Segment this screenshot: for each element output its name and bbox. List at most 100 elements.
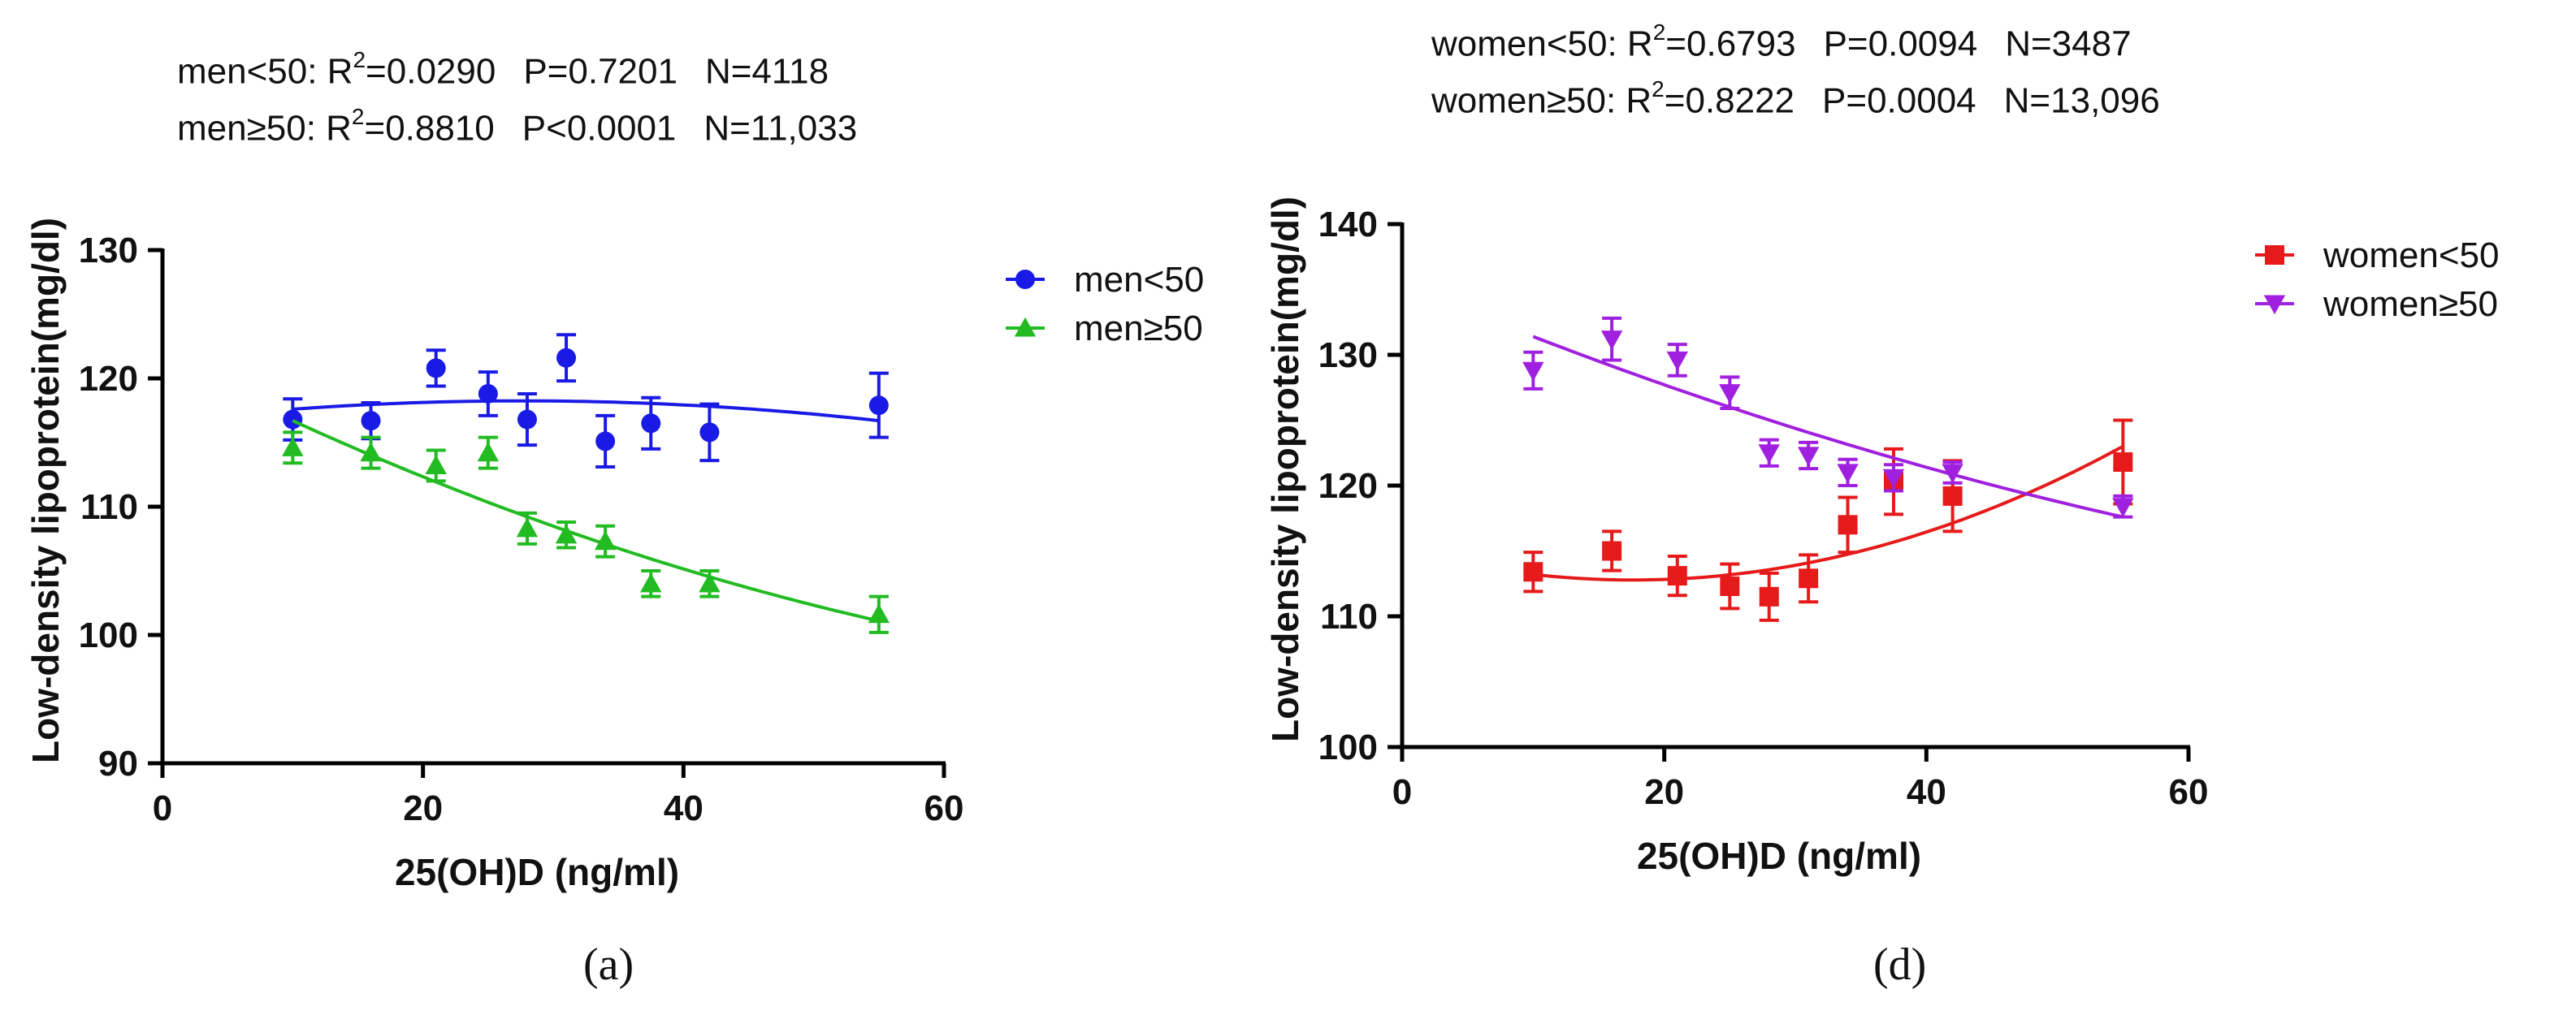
x-tick-label: 20 xyxy=(1644,772,1684,812)
series-men<50 xyxy=(283,333,889,469)
data-point xyxy=(1667,566,1687,586)
x-tick-label: 40 xyxy=(1907,772,1946,812)
data-point xyxy=(1942,464,1963,484)
data-point xyxy=(478,383,498,404)
stat-r2: 0.8810 xyxy=(385,108,495,149)
stat-group: women<50 xyxy=(1431,24,1608,64)
stat-line-a-1: men<50: R2=0.0290 P=0.7201 N=4118 xyxy=(177,47,829,92)
stat-n: N=3487 xyxy=(2005,24,2132,64)
series-women<50 xyxy=(1523,418,2133,622)
stat-r2: 0.6793 xyxy=(1686,24,1796,64)
y-axis-label: Low-density lipoprotein(mg/dl) xyxy=(1264,197,1306,742)
data-point xyxy=(1666,351,1688,371)
data-point xyxy=(361,411,381,431)
fit-curve xyxy=(292,419,880,623)
y-axis-label: Low-density lipoprotein(mg/dl) xyxy=(24,218,67,763)
data-point xyxy=(594,530,617,551)
stat-p: P=0.0094 xyxy=(1823,24,1978,64)
data-point xyxy=(360,442,382,462)
data-point xyxy=(1838,515,1858,535)
y-tick-label: 130 xyxy=(1318,335,1378,375)
stat-r2: 0.0290 xyxy=(386,51,496,92)
data-point xyxy=(1942,486,1963,506)
data-point xyxy=(1758,444,1780,464)
stat-line-a-2: men≥50: R2=0.8810 P<0.0001 N=11,033 xyxy=(177,104,858,149)
data-point xyxy=(283,409,303,430)
y-tick-label: 120 xyxy=(79,359,138,399)
data-point xyxy=(1799,568,1819,589)
legend-label: women<50 xyxy=(2323,235,2499,275)
data-point xyxy=(1759,586,1779,607)
legend-label: men≥50 xyxy=(1074,309,1203,348)
data-point xyxy=(426,358,446,378)
stat-line-d-1: women<50: R2=0.6793 P=0.0094 N=3487 xyxy=(1431,19,2132,64)
chart-panel-a: 0 20 40 60 90 100 110 120 130 25(OH)D (ng/ml) Low-… xyxy=(24,218,1204,893)
legend-label: men<50 xyxy=(1074,260,1204,300)
legend-item: men≥50 xyxy=(1006,309,1203,348)
data-point xyxy=(1602,541,1622,561)
data-point xyxy=(425,455,447,474)
data-point xyxy=(699,572,721,593)
data-point xyxy=(1522,361,1544,382)
data-point xyxy=(1837,464,1859,484)
y-tick-label: 130 xyxy=(79,231,138,270)
legend-marker xyxy=(2265,245,2284,265)
stat-p: P<0.0001 xyxy=(522,108,677,149)
data-point xyxy=(556,348,577,368)
x-tick-label: 60 xyxy=(924,788,964,828)
stat-r2: 0.8222 xyxy=(1685,80,1795,121)
panel-label-a: (a) xyxy=(583,939,634,990)
stat-line-d-2: women≥50: R2=0.8222 P=0.0004 N=13,096 xyxy=(1431,76,2160,121)
y-tick-label: 140 xyxy=(1318,205,1378,244)
legend-item: women≥50 xyxy=(2255,284,2498,324)
stat-n: N=11,033 xyxy=(704,108,858,149)
data-point xyxy=(516,517,539,538)
y-tick-label: 90 xyxy=(98,744,138,784)
stat-group: women≥50 xyxy=(1431,80,1606,121)
y-tick-label: 110 xyxy=(80,487,138,527)
data-point xyxy=(868,395,889,416)
stat-n: N=4118 xyxy=(704,51,829,92)
data-point xyxy=(2112,498,2134,517)
fit-curve xyxy=(1532,335,2124,519)
x-tick-label: 0 xyxy=(153,788,172,828)
x-tick-label: 60 xyxy=(2169,772,2209,812)
y-tick-label: 100 xyxy=(1318,728,1378,767)
data-point xyxy=(2113,452,2133,473)
data-point xyxy=(1523,562,1543,582)
data-point xyxy=(1882,469,1905,489)
fit-curve xyxy=(292,399,880,423)
data-point xyxy=(1797,447,1820,467)
data-point xyxy=(641,413,661,434)
data-point xyxy=(868,603,890,624)
stat-group: men<50 xyxy=(177,51,308,92)
legend-marker xyxy=(2263,295,2286,315)
chart-panel-d: 0 20 40 60 100 110 120 130 140 25(OH)D (ng/ml) Low… xyxy=(1264,197,2499,877)
data-point xyxy=(477,442,500,462)
legend-label: women≥50 xyxy=(2323,284,2498,324)
x-tick-label: 40 xyxy=(664,788,704,828)
data-point xyxy=(282,437,304,456)
data-point xyxy=(1719,384,1741,404)
x-axis-label: 25(OH)D (ng/ml) xyxy=(1637,835,1921,877)
y-tick-label: 110 xyxy=(1320,597,1378,637)
y-tick-label: 100 xyxy=(79,616,138,655)
stat-p: P=0.7201 xyxy=(523,51,678,92)
x-tick-label: 20 xyxy=(403,788,443,828)
x-axis-label: 25(OH)D (ng/ml) xyxy=(395,851,679,893)
data-point xyxy=(1600,330,1623,350)
data-point xyxy=(699,422,720,443)
series-women≥50 xyxy=(1522,316,2134,519)
y-tick-label: 120 xyxy=(1318,466,1378,506)
data-point xyxy=(555,524,578,544)
stat-n: N=13,096 xyxy=(2003,80,2160,121)
stat-p: P=0.0004 xyxy=(1822,80,1976,121)
fit-curve xyxy=(1533,444,2124,582)
data-point xyxy=(1720,576,1740,596)
data-point xyxy=(595,431,616,451)
legend-item: women<50 xyxy=(2255,235,2499,275)
panel-label-d: (d) xyxy=(1873,939,1927,990)
x-tick-label: 0 xyxy=(1392,772,1412,812)
legend-marker xyxy=(1015,270,1035,289)
